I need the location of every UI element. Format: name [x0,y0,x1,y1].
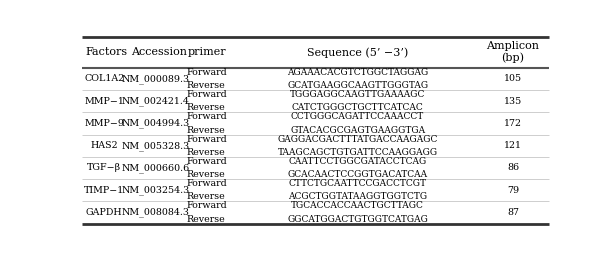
Text: NM_008084.3: NM_008084.3 [122,208,189,217]
Text: Forward
Reverse: Forward Reverse [186,112,228,134]
Text: NM_000089.3: NM_000089.3 [121,74,189,84]
Text: 79: 79 [507,186,519,195]
Text: 87: 87 [507,208,519,217]
Text: NM_003254.3: NM_003254.3 [121,186,189,195]
Text: COL1A2: COL1A2 [84,74,124,83]
Text: primer: primer [188,47,226,57]
Text: Forward
Reverse: Forward Reverse [186,179,228,201]
Text: 121: 121 [504,141,522,150]
Text: 135: 135 [504,97,522,106]
Text: TIMP−1: TIMP−1 [84,186,124,195]
Text: Forward
Reverse: Forward Reverse [186,157,228,179]
Text: 172: 172 [504,119,522,128]
Text: TGCACCACCAACTGCTTAGC
GGCATGGACTGTGGTCATGAG: TGCACCACCAACTGCTTAGC GGCATGGACTGTGGTCATG… [287,201,428,224]
Text: TGF−β: TGF−β [87,164,121,172]
Text: TGGGAGGCAAGTTGAAAAGC
CATCTGGGCTGCTTCATCAC: TGGGAGGCAAGTTGAAAAGC CATCTGGGCTGCTTCATCA… [290,90,426,112]
Text: Accession: Accession [131,47,187,57]
Text: NM_004994.3: NM_004994.3 [121,119,189,128]
Text: Factors: Factors [85,47,127,57]
Text: NM_005328.3: NM_005328.3 [121,141,189,150]
Text: Forward
Reverse: Forward Reverse [186,201,228,224]
Text: Forward
Reverse: Forward Reverse [186,135,228,157]
Text: 105: 105 [504,74,522,83]
Text: GAPDH: GAPDH [86,208,122,217]
Text: MMP−9: MMP−9 [84,119,124,128]
Text: NM_002421.4: NM_002421.4 [122,96,189,106]
Text: 86: 86 [507,164,519,172]
Text: Forward
Reverse: Forward Reverse [186,68,228,90]
Text: Forward
Reverse: Forward Reverse [186,90,228,112]
Text: NM_000660.6: NM_000660.6 [121,163,189,173]
Text: CCTGGGCAGATTCCAAACCT
GTACACGCGAGTGAAGGTGA: CCTGGGCAGATTCCAAACCT GTACACGCGAGTGAAGGTG… [290,112,425,134]
Text: Amplicon
(bp): Amplicon (bp) [486,41,539,63]
Text: Sequence (5’ −3’): Sequence (5’ −3’) [307,47,408,58]
Text: CTTCTGCAATTCCGACCTCGT
ACGCTGGTATAAGGTGGTCTG: CTTCTGCAATTCCGACCTCGT ACGCTGGTATAAGGTGGT… [288,179,427,201]
Text: CAATTCCTGGCGATACCTCAG
GCACAACTCCGGTGACATCAA: CAATTCCTGGCGATACCTCAG GCACAACTCCGGTGACAT… [288,157,427,179]
Text: HAS2: HAS2 [90,141,118,150]
Text: MMP−1: MMP−1 [84,97,124,106]
Text: GAGGACGACTTTATGACCAAGAGC
TAAGCAGCTGTGATTCCAAGGAGG: GAGGACGACTTTATGACCAAGAGC TAAGCAGCTGTGATT… [277,135,438,157]
Text: AGAAACACGTCTGGCTAGGAG
GCATGAAGGCAAGTTGGGTAG: AGAAACACGTCTGGCTAGGAG GCATGAAGGCAAGTTGGG… [287,68,428,90]
